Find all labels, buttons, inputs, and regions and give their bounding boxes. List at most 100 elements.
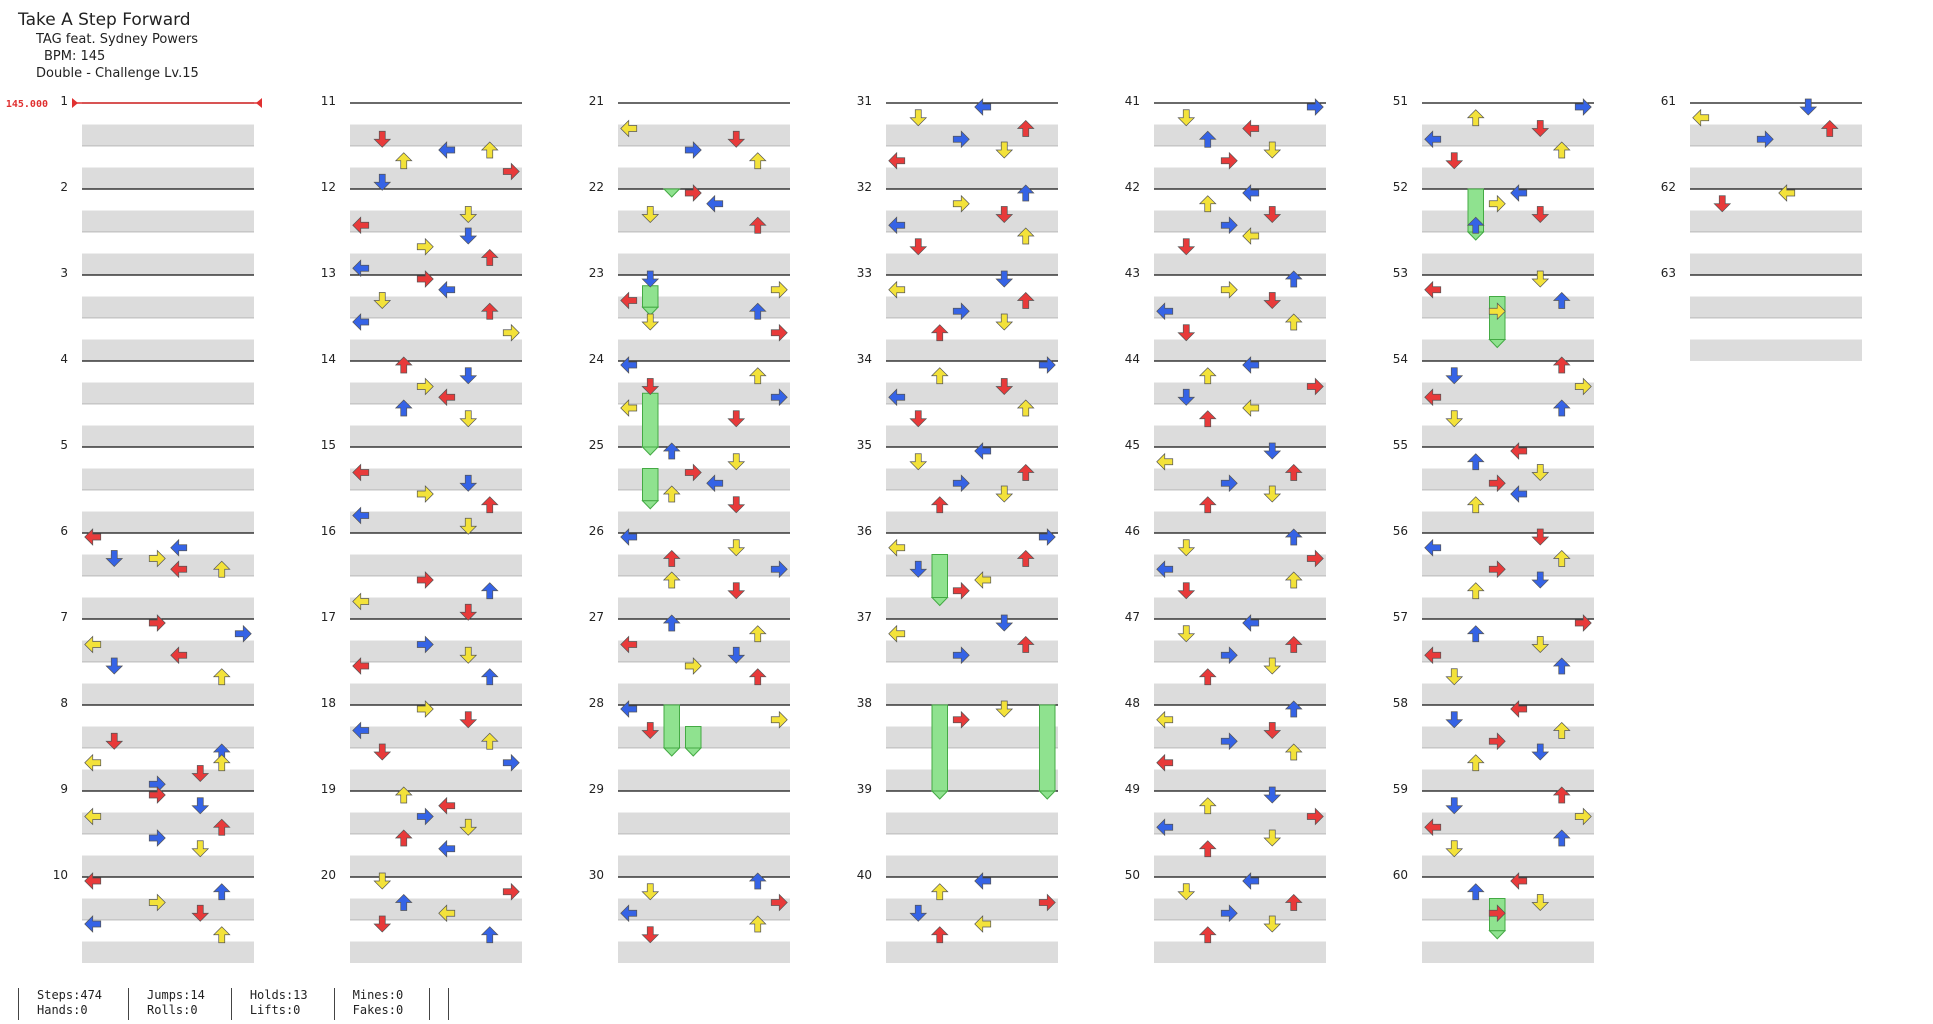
step-arrow	[1263, 292, 1282, 309]
step-arrow	[1424, 646, 1442, 665]
measure-band	[886, 640, 1058, 662]
measure-band	[1422, 124, 1594, 146]
step-arrow	[930, 367, 949, 385]
step-arrow	[1263, 786, 1282, 804]
step-arrow	[1531, 464, 1550, 481]
step-arrow	[1306, 807, 1324, 826]
measure-band	[1422, 167, 1594, 189]
step-arrow-shape	[770, 560, 788, 579]
measure-number: 26	[589, 524, 604, 538]
step-arrow-shape	[1488, 474, 1506, 493]
measure-band	[1154, 210, 1326, 232]
step-arrow-shape	[1424, 280, 1442, 299]
step-arrow	[952, 130, 970, 149]
step-arrow	[352, 463, 370, 482]
measure-number: 63	[1661, 266, 1676, 280]
step-arrow	[748, 872, 767, 890]
step-arrow	[1177, 582, 1196, 600]
measure-band	[82, 683, 254, 705]
step-arrow	[1756, 130, 1774, 149]
step-arrow-shape	[1016, 464, 1035, 481]
step-arrow-shape	[748, 152, 767, 170]
step-arrow	[770, 893, 788, 912]
step-arrow	[909, 410, 928, 428]
step-arrow-shape	[930, 883, 949, 901]
step-arrow	[952, 646, 970, 665]
step-arrow	[1510, 872, 1528, 890]
step-arrow-shape	[727, 496, 746, 514]
step-arrow-shape	[952, 581, 970, 600]
step-arrow	[1445, 840, 1464, 858]
step-arrow	[748, 668, 767, 686]
step-arrow	[1531, 894, 1550, 911]
measure-band	[886, 124, 1058, 146]
step-arrow	[352, 313, 370, 331]
step-arrow-shape	[684, 463, 702, 482]
step-arrow-shape	[148, 549, 166, 568]
measure-number: 51	[1393, 94, 1408, 108]
step-arrow	[952, 194, 970, 213]
step-arrow	[1306, 549, 1324, 568]
step-arrow-shape	[1531, 636, 1550, 653]
step-arrow-shape	[1016, 636, 1035, 653]
step-arrow-shape	[234, 624, 252, 643]
step-arrow-shape	[105, 732, 124, 750]
step-arrow-shape	[1445, 668, 1464, 686]
step-arrow	[459, 410, 478, 428]
step-arrow-shape	[1510, 442, 1528, 460]
step-arrow-shape	[1306, 549, 1324, 568]
step-arrow	[459, 206, 478, 223]
step-arrow	[1466, 582, 1485, 600]
step-arrow	[1574, 614, 1592, 632]
step-arrow	[1552, 722, 1571, 739]
step-arrow-shape	[1220, 732, 1238, 751]
song-artist: TAG feat. Sydney Powers	[36, 32, 199, 47]
step-arrow-shape	[909, 109, 928, 127]
measure-band	[1690, 339, 1862, 361]
step-arrow	[1445, 410, 1464, 428]
step-arrow-shape	[641, 270, 660, 288]
step-arrow	[727, 130, 746, 148]
step-arrow	[748, 216, 767, 234]
step-arrow	[620, 291, 638, 310]
step-arrow	[1284, 313, 1303, 331]
step-arrow-shape	[480, 732, 499, 750]
step-arrow	[502, 753, 520, 772]
step-arrow	[480, 249, 499, 266]
step-arrow-shape	[1263, 722, 1282, 739]
step-arrow-shape	[727, 646, 746, 664]
step-arrow-shape	[770, 710, 788, 729]
measure-number: 38	[857, 696, 872, 710]
step-arrow-shape	[1445, 711, 1464, 729]
step-arrow-shape	[1778, 184, 1796, 202]
step-arrow-shape	[1156, 302, 1174, 321]
step-arrow	[620, 904, 638, 923]
step-arrow	[1198, 410, 1217, 428]
step-arrow-shape	[1016, 227, 1035, 245]
step-arrow	[1510, 184, 1528, 202]
step-arrow-shape	[352, 313, 370, 331]
step-arrow-shape	[1263, 657, 1282, 675]
step-arrow-shape	[1574, 98, 1592, 116]
step-arrow	[1445, 711, 1464, 729]
step-arrow-shape	[148, 614, 166, 632]
step-arrow	[727, 582, 746, 600]
step-arrow	[212, 926, 231, 944]
step-arrow	[1220, 280, 1238, 299]
step-arrow-shape	[952, 130, 970, 149]
measure-band	[350, 167, 522, 189]
step-arrow	[373, 130, 392, 148]
step-arrow-shape	[1242, 872, 1260, 890]
step-arrow-shape	[416, 237, 434, 256]
measure-band	[886, 382, 1058, 404]
step-arrow	[84, 753, 102, 772]
step-arrow	[888, 151, 906, 170]
measure-number: 39	[857, 782, 872, 796]
measure-number: 58	[1393, 696, 1408, 710]
step-arrow-shape	[1306, 98, 1324, 116]
step-arrow	[1220, 904, 1238, 923]
measure-band	[1154, 425, 1326, 447]
step-arrow	[480, 926, 499, 944]
measure-number: 54	[1393, 352, 1408, 366]
step-arrow-shape	[394, 399, 413, 417]
